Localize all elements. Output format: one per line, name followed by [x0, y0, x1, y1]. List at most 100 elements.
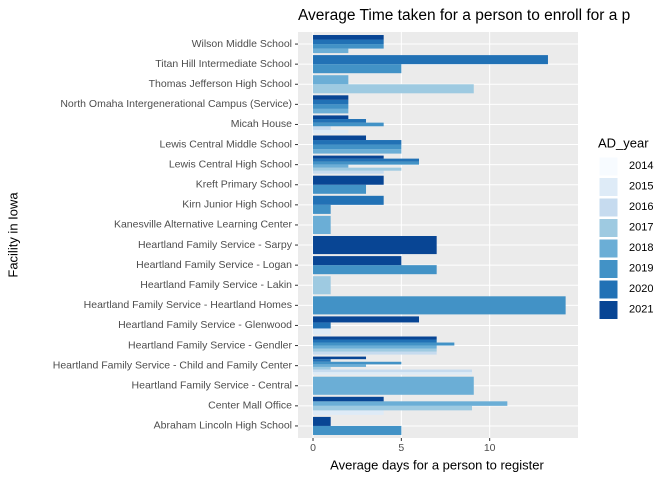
bar [313, 119, 367, 123]
bar [313, 204, 331, 214]
y-tick-label: Heartland Family Service - Child and Fam… [53, 359, 293, 371]
bar [313, 48, 349, 54]
bar [313, 361, 402, 365]
legend-title: AD_year [598, 135, 649, 150]
bar [313, 316, 420, 323]
y-tick-label: North Omaha Intergenerational Campus (Se… [60, 98, 292, 110]
bar [313, 55, 548, 65]
legend-swatch [598, 279, 619, 300]
bar [313, 416, 331, 426]
legend-swatch [598, 259, 619, 279]
bar [313, 144, 402, 150]
bar [313, 376, 474, 395]
bar [313, 348, 437, 352]
bar [313, 161, 420, 165]
bar [313, 401, 508, 406]
bar [313, 158, 420, 162]
bar [313, 184, 367, 194]
bar [313, 195, 384, 205]
legend-label: 2020 [629, 283, 653, 295]
bar [313, 396, 384, 402]
x-tick-label: 5 [398, 442, 404, 454]
bar [313, 75, 349, 85]
y-tick-label: Center Mall Office [208, 400, 292, 412]
bar [313, 336, 437, 340]
y-tick-label: Micah House [231, 118, 292, 130]
y-tick-label: Kreft Primary School [196, 179, 292, 191]
bar [313, 425, 402, 435]
y-tick-label: Heartland Family Service - Glenwood [118, 319, 292, 331]
legend-swatch [598, 218, 619, 238]
legend-swatch [598, 156, 619, 177]
legend-label: 2021 [629, 303, 653, 315]
y-tick-label: Thomas Jefferson High School [149, 78, 292, 90]
bar [313, 175, 384, 185]
bar [313, 170, 384, 174]
bar [313, 35, 384, 40]
legend-swatch [598, 177, 619, 197]
y-tick-label: Abraham Lincoln High School [154, 420, 292, 432]
bar [313, 99, 349, 105]
legend-label: 2014 [629, 160, 653, 172]
bar [313, 342, 455, 346]
bar [313, 359, 331, 362]
y-tick-label: Titan Hill Intermediate School [155, 58, 292, 70]
bar [313, 410, 384, 415]
bar [313, 256, 402, 266]
bar [313, 405, 473, 411]
y-tick-label: Kanesville Alternative Learning Center [114, 219, 293, 231]
bar [313, 369, 473, 373]
y-tick-label: Wilson Middle School [192, 38, 292, 50]
bar [313, 364, 367, 367]
bar [313, 44, 384, 49]
bar [313, 155, 384, 159]
bar [313, 95, 349, 100]
legend-swatch [598, 238, 619, 259]
bar [313, 345, 437, 349]
y-tick-label: Heartland Family Service - Central [132, 380, 292, 392]
bar [313, 164, 349, 168]
bar [313, 115, 349, 120]
legend-label: 2017 [629, 221, 653, 233]
bar [313, 108, 349, 114]
bar [313, 39, 384, 45]
y-axis-title: Facility in Iowa [5, 192, 20, 278]
bar [313, 339, 437, 343]
y-tick-label: Lewis Central High School [169, 158, 292, 170]
bar [313, 215, 331, 234]
bar [313, 372, 473, 375]
bar [313, 236, 437, 255]
chart-title: Average Time taken for a person to enrol… [298, 7, 630, 24]
y-tick-label: Kirn Junior High School [182, 199, 292, 211]
bar [313, 135, 367, 141]
bar [313, 265, 437, 275]
bar [313, 129, 349, 134]
bar [313, 351, 437, 355]
bar [313, 366, 331, 370]
y-tick-label: Heartland Family Service - Lakin [140, 279, 292, 291]
bar [313, 126, 331, 130]
x-tick-label: 0 [310, 442, 316, 454]
bar [313, 122, 384, 127]
bar [313, 167, 402, 171]
x-tick-label: 10 [484, 442, 496, 454]
legend-label: 2016 [629, 201, 653, 213]
bar [313, 84, 474, 94]
bar [313, 322, 331, 329]
y-tick-label: Heartland Family Service - Gendler [128, 339, 292, 351]
legend-label: 2018 [629, 242, 653, 254]
y-tick-label: Heartland Family Service - Heartland Hom… [84, 299, 292, 311]
bar [313, 64, 402, 74]
bar [313, 149, 402, 154]
y-tick-label: Lewis Central Middle School [160, 138, 292, 150]
bar [313, 328, 331, 335]
legend-swatch [598, 197, 619, 218]
bar [313, 276, 331, 295]
bar [313, 356, 367, 360]
y-tick-label: Heartland Family Service - Logan [136, 259, 292, 271]
legend-label: 2015 [629, 180, 653, 192]
y-tick-label: Heartland Family Service - Sarpy [138, 239, 293, 251]
bar [313, 140, 402, 145]
x-axis-title: Average days for a person to register [330, 457, 544, 472]
